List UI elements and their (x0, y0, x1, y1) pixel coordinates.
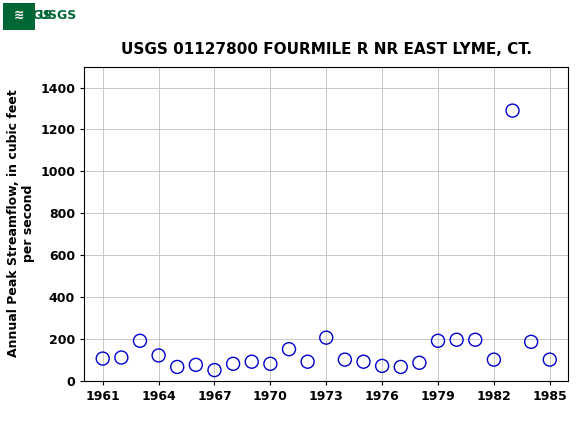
Point (527, 338, 536, 345)
Point (321, 334, 331, 341)
Point (545, 356, 554, 363)
Point (508, 107, 517, 114)
Text: USGS 01127800 FOURMILE R NR EAST LYME, CT.: USGS 01127800 FOURMILE R NR EAST LYME, C… (121, 42, 532, 57)
Point (433, 338, 443, 344)
Point (340, 356, 350, 363)
Text: USGS: USGS (39, 9, 77, 22)
Point (154, 352, 163, 359)
Point (378, 362, 387, 369)
Point (247, 358, 256, 365)
Point (396, 363, 405, 370)
Point (229, 360, 238, 367)
Point (135, 338, 144, 344)
Text: ≋: ≋ (13, 9, 24, 22)
Point (266, 360, 275, 367)
Point (191, 361, 201, 368)
Point (98, 355, 107, 362)
Point (470, 336, 480, 343)
Y-axis label: Annual Peak Streamflow, in cubic feet
per second: Annual Peak Streamflow, in cubic feet pe… (6, 90, 35, 357)
Point (210, 367, 219, 374)
Point (415, 359, 424, 366)
FancyBboxPatch shape (3, 3, 84, 30)
Point (359, 358, 368, 365)
Bar (3, 3, 35, 30)
Point (490, 356, 499, 363)
Point (117, 354, 126, 361)
Point (452, 336, 461, 343)
Text: ≋USGS: ≋USGS (4, 9, 53, 22)
Point (303, 358, 312, 365)
Point (284, 346, 293, 353)
Point (173, 363, 182, 370)
